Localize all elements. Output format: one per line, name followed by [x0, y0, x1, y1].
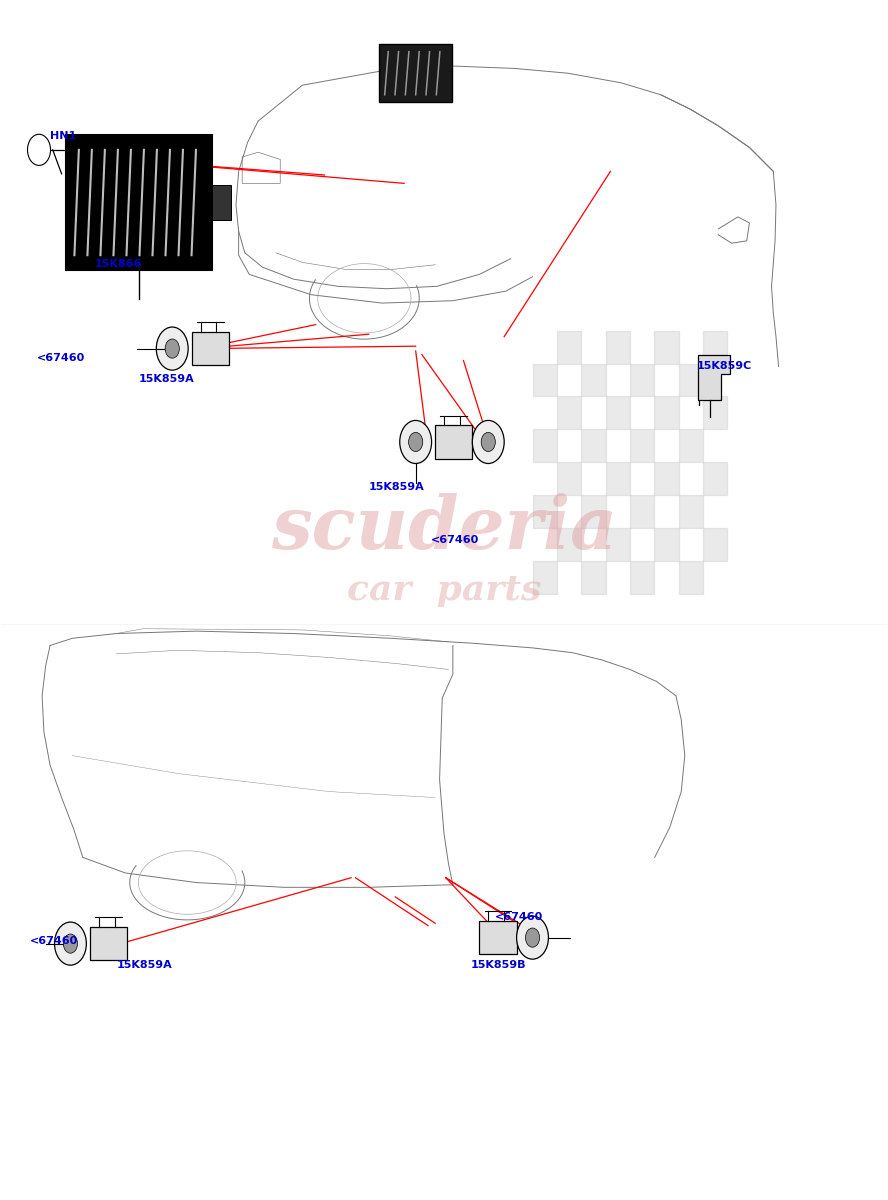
- Text: 15K866: 15K866: [94, 259, 142, 269]
- Bar: [480, 920, 517, 954]
- Text: <67460: <67460: [496, 912, 543, 922]
- Circle shape: [526, 928, 540, 947]
- Bar: [582, 430, 606, 462]
- Circle shape: [28, 134, 51, 166]
- Circle shape: [517, 916, 549, 959]
- Bar: [606, 331, 630, 364]
- Bar: [630, 364, 654, 396]
- Bar: [654, 331, 678, 364]
- Circle shape: [400, 420, 432, 463]
- Bar: [66, 136, 211, 270]
- Bar: [379, 44, 452, 102]
- Circle shape: [156, 328, 188, 370]
- Bar: [678, 364, 703, 396]
- Text: <67460: <67460: [36, 353, 85, 362]
- Bar: [557, 331, 582, 364]
- Bar: [654, 462, 678, 496]
- Bar: [703, 396, 727, 430]
- Text: 15K859B: 15K859B: [471, 960, 526, 970]
- Bar: [678, 496, 703, 528]
- Text: 15K859A: 15K859A: [116, 960, 172, 970]
- Bar: [533, 562, 557, 594]
- Polygon shape: [698, 354, 730, 400]
- Bar: [606, 462, 630, 496]
- Bar: [582, 496, 606, 528]
- Bar: [630, 430, 654, 462]
- Bar: [533, 496, 557, 528]
- Bar: [533, 430, 557, 462]
- Circle shape: [165, 340, 179, 358]
- Bar: [557, 396, 582, 430]
- Text: <67460: <67460: [29, 936, 78, 946]
- Text: 15K859C: 15K859C: [696, 361, 751, 371]
- Bar: [654, 528, 678, 562]
- Bar: [606, 396, 630, 430]
- Bar: [703, 528, 727, 562]
- Text: car  parts: car parts: [347, 574, 541, 607]
- Bar: [435, 425, 472, 458]
- Text: 15K859A: 15K859A: [139, 374, 194, 384]
- Text: 15K859A: 15K859A: [369, 482, 424, 492]
- Circle shape: [408, 432, 423, 451]
- Bar: [703, 462, 727, 496]
- Bar: [678, 430, 703, 462]
- Text: <67460: <67460: [431, 534, 479, 545]
- Bar: [630, 562, 654, 594]
- Bar: [703, 331, 727, 364]
- Bar: [533, 364, 557, 396]
- Bar: [192, 332, 229, 365]
- Text: scuderia: scuderia: [271, 493, 617, 564]
- Bar: [582, 364, 606, 396]
- Bar: [90, 926, 127, 960]
- Bar: [678, 562, 703, 594]
- Circle shape: [472, 420, 504, 463]
- Bar: [582, 562, 606, 594]
- Bar: [606, 528, 630, 562]
- Circle shape: [481, 432, 496, 451]
- Circle shape: [54, 922, 86, 965]
- Bar: [211, 185, 231, 221]
- Bar: [654, 396, 678, 430]
- Circle shape: [63, 934, 77, 953]
- Bar: [630, 496, 654, 528]
- Text: HN1: HN1: [50, 131, 76, 142]
- Bar: [557, 462, 582, 496]
- Bar: [557, 528, 582, 562]
